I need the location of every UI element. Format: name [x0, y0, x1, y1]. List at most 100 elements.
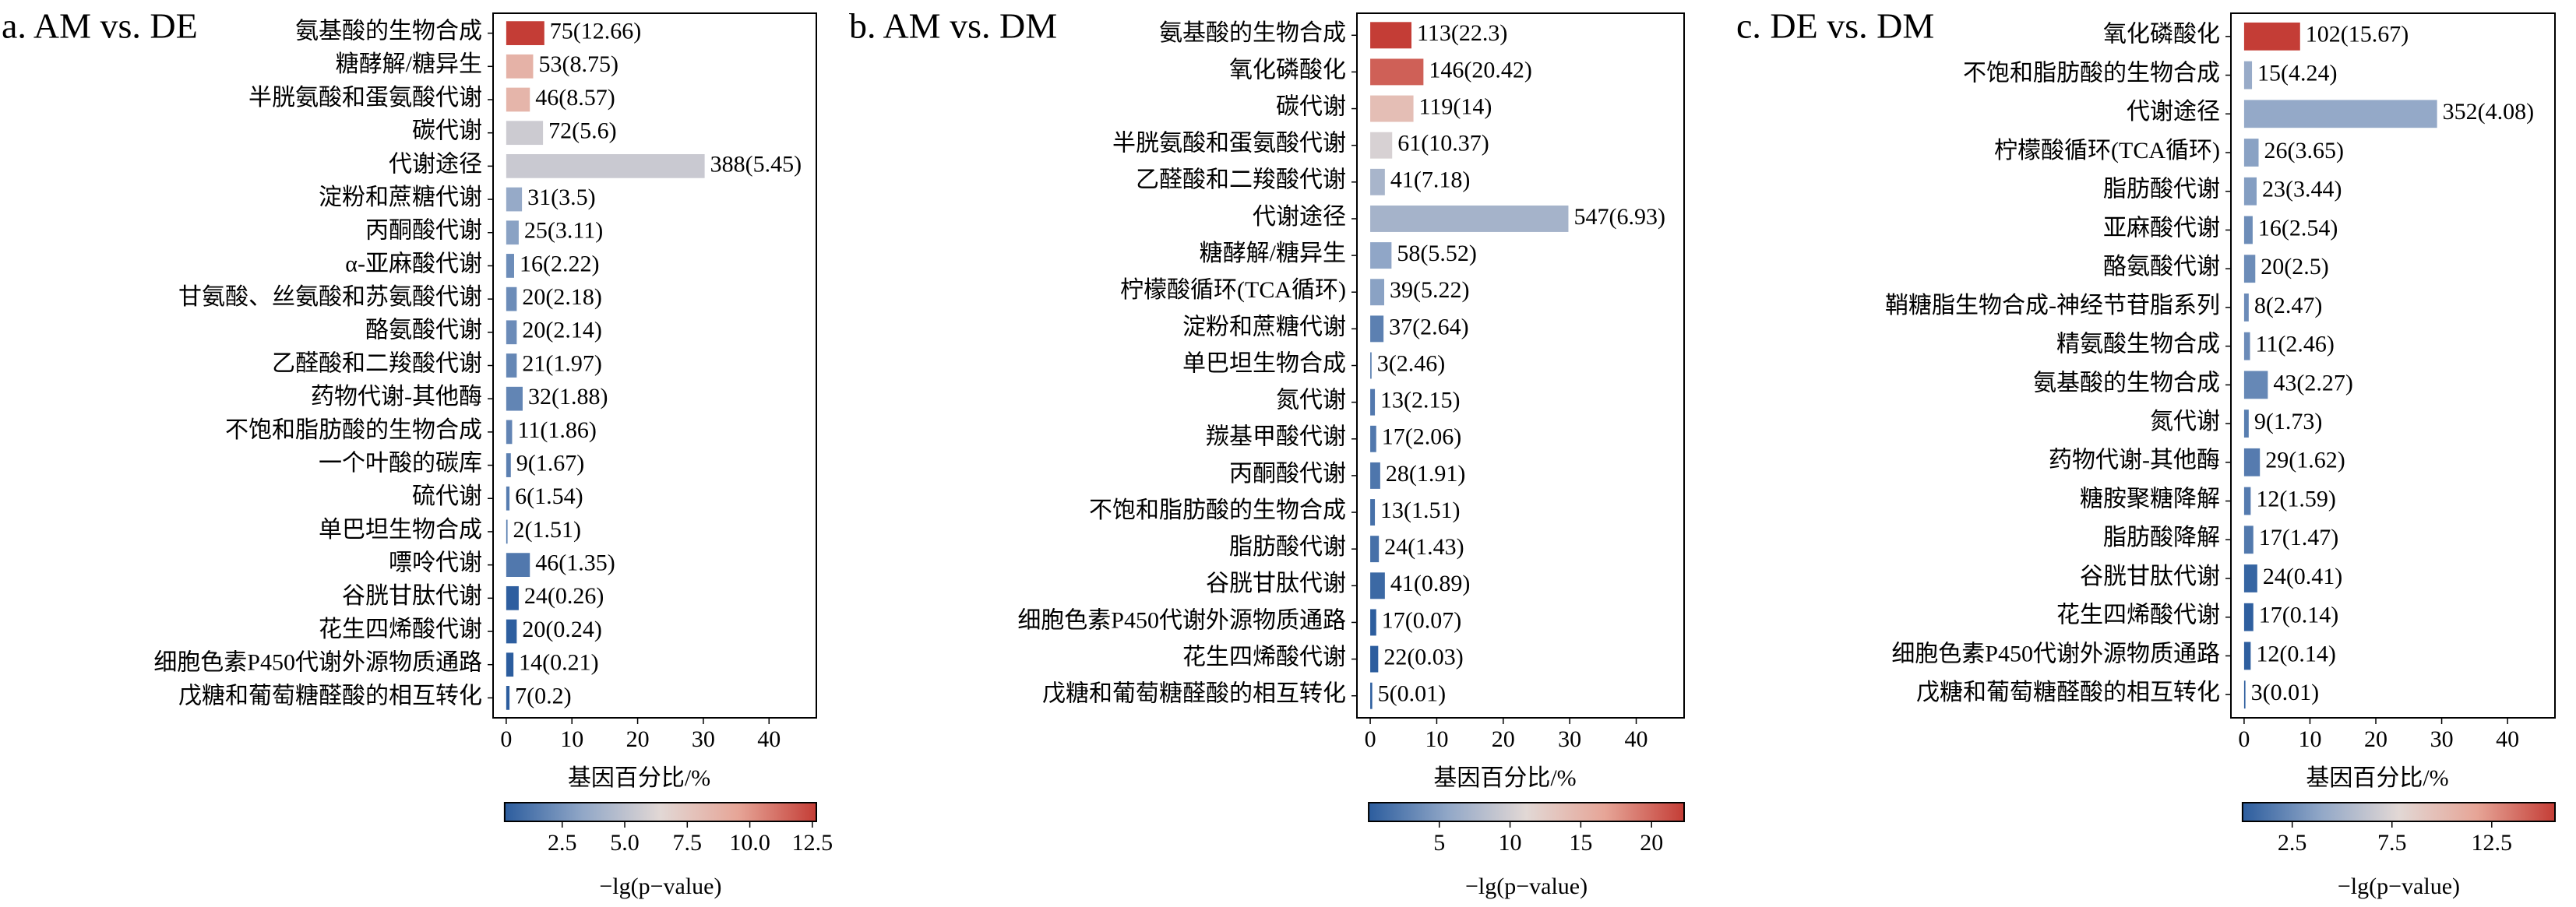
bar-label: 352(4.08) — [2443, 99, 2534, 125]
bar — [1370, 462, 1380, 489]
bar — [506, 519, 508, 544]
bar-label: 16(2.22) — [520, 251, 599, 276]
x-axis-label: 基因百分比/% — [1433, 765, 1576, 791]
colorbar — [1368, 802, 1685, 822]
category-label: 脂肪酸代谢 — [1229, 534, 1346, 560]
category-label: 药物代谢-其他酶 — [311, 384, 482, 410]
category-label: 氨基酸的生物合成 — [2033, 370, 2220, 395]
bar-label: 17(1.47) — [2259, 525, 2338, 550]
colorbar-tick-label: 12.5 — [2472, 830, 2513, 856]
category-label: 脂肪酸代谢 — [2103, 177, 2220, 202]
bar — [1370, 388, 1376, 416]
category-label: 氧化磷酸化 — [2103, 22, 2220, 47]
category-label: 酪氨酸代谢 — [2103, 254, 2220, 279]
bar-label: 9(1.67) — [516, 450, 584, 476]
bar-label: 20(0.24) — [522, 617, 601, 642]
bar-label: 20(2.5) — [2261, 254, 2328, 279]
bar-label: 32(1.88) — [528, 384, 608, 410]
bar — [1370, 58, 1424, 86]
bar-label: 29(1.62) — [2265, 448, 2345, 473]
bar-label: 17(2.06) — [1382, 424, 1461, 450]
bar — [506, 320, 517, 345]
category-label: 氧化磷酸化 — [1229, 57, 1346, 83]
category-label: 药物代谢-其他酶 — [2049, 448, 2220, 473]
category-label: 丙酮酸代谢 — [365, 218, 482, 244]
colorbar-tick-label: 10.0 — [729, 830, 770, 856]
x-tick-label: 0 — [2238, 726, 2250, 752]
bar-label: 388(5.45) — [710, 151, 802, 177]
bar — [2243, 487, 2251, 515]
colorbar-tick-label: 7.5 — [2377, 830, 2407, 856]
bar — [506, 652, 514, 677]
bar-label: 7(0.2) — [515, 683, 571, 708]
x-tick-label: 20 — [2364, 726, 2387, 752]
x-tick-label: 10 — [2298, 726, 2321, 752]
category-label: 羰基甲酸代谢 — [1206, 424, 1346, 450]
bar-label: 75(12.66) — [550, 19, 641, 44]
colorbar-tick-label: 7.5 — [673, 830, 703, 856]
category-label: α-亚麻酸代谢 — [345, 251, 482, 276]
bar — [2243, 448, 2261, 476]
bar — [506, 54, 534, 79]
category-label: 亚麻酸代谢 — [2103, 215, 2220, 241]
category-label: 谷胱甘肽代谢 — [1206, 571, 1346, 596]
bar — [506, 220, 519, 245]
x-tick-label: 20 — [1492, 726, 1515, 752]
bar-label: 58(5.52) — [1397, 241, 1476, 266]
bar-label: 16(2.54) — [2258, 215, 2338, 241]
bar-label: 61(10.37) — [1397, 131, 1489, 156]
colorbar-tick-label: 5 — [1433, 830, 1445, 856]
bar — [1370, 425, 1376, 452]
category-label: 细胞色素P450代谢外源物质通路 — [153, 650, 482, 676]
bar-label: 37(2.64) — [1389, 314, 1468, 339]
bar-label: 53(8.75) — [538, 51, 618, 77]
category-label: 花生四烯酸代谢 — [2056, 603, 2220, 628]
category-label: 半胱氨酸和蛋氨酸代谢 — [248, 85, 482, 111]
colorbar-label: −lg(p−value) — [2338, 874, 2460, 899]
x-tick-label: 0 — [1365, 726, 1376, 752]
bar — [2243, 642, 2251, 670]
category-label: 谷胱甘肽代谢 — [2080, 564, 2220, 589]
x-tick-label: 30 — [692, 726, 715, 752]
bar-label: 6(1.54) — [515, 483, 583, 509]
bar-label: 24(0.26) — [524, 583, 604, 609]
bar — [1370, 205, 1569, 232]
category-label: 碳代谢 — [412, 118, 482, 144]
category-label: 不饱和脂肪酸的生物合成 — [1963, 60, 2220, 86]
bar — [506, 553, 530, 577]
bar — [506, 486, 510, 511]
category-label: 一个叶酸的碳库 — [319, 450, 482, 476]
colorbar-tick-label: 20 — [1640, 830, 1663, 856]
bar — [2243, 139, 2259, 167]
bar — [506, 386, 523, 411]
x-tick-label: 10 — [1425, 726, 1448, 752]
category-label: 氨基酸的生物合成 — [1159, 20, 1346, 46]
bar — [1370, 242, 1392, 269]
category-label: 丙酮酸代谢 — [1229, 461, 1346, 487]
colorbar-tick-label: 12.5 — [792, 830, 833, 856]
bar-label: 113(22.3) — [1417, 20, 1507, 46]
bar-label: 17(0.14) — [2259, 603, 2338, 628]
bar — [2243, 410, 2249, 438]
category-label: 嘌呤代谢 — [389, 550, 482, 576]
category-label: 精氨酸生物合成 — [2056, 332, 2220, 357]
category-label: 氮代谢 — [1276, 388, 1346, 413]
category-label: 糖酵解/糖异生 — [1200, 241, 1346, 266]
category-label: 花生四烯酸代谢 — [1182, 644, 1346, 670]
bar-label: 547(6.93) — [1573, 204, 1665, 230]
bar-label: 3(0.01) — [2251, 680, 2319, 705]
panel-title: b. AM vs. DM — [849, 6, 1057, 46]
bar-label: 24(0.41) — [2263, 564, 2342, 589]
plot-frame — [492, 12, 817, 719]
bar — [506, 121, 544, 146]
bar — [2243, 603, 2254, 631]
bar-label: 12(0.14) — [2256, 641, 2335, 666]
bar-label: 2(1.51) — [513, 517, 581, 543]
bar-label: 17(0.07) — [1382, 607, 1461, 633]
category-label: 谷胱甘肽代谢 — [342, 583, 482, 609]
bar — [1370, 609, 1376, 636]
bar-label: 9(1.73) — [2254, 409, 2322, 434]
category-label: 甘氨酸、丝氨酸和苏氨酸代谢 — [178, 284, 482, 310]
colorbar-tick-label: 5.0 — [610, 830, 640, 856]
bar — [506, 21, 544, 45]
